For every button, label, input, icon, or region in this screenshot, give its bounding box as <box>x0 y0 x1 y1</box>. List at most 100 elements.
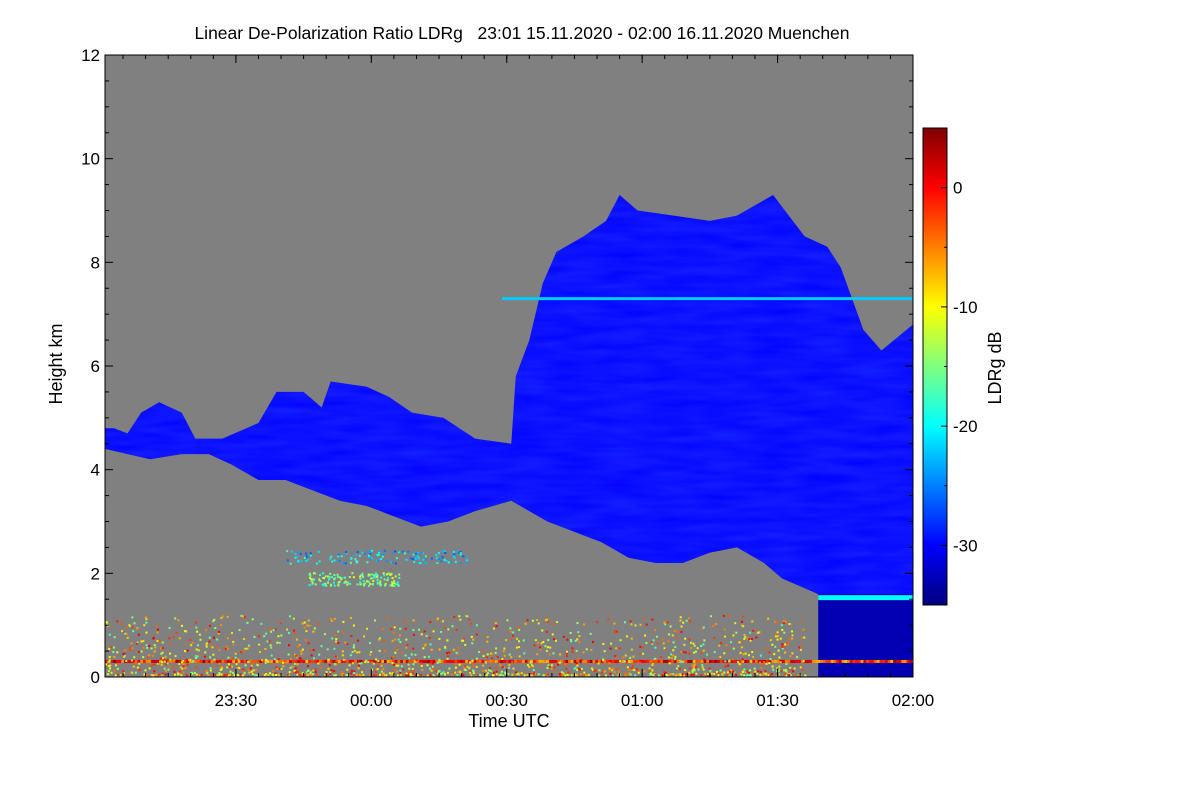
speckle-cell <box>462 637 465 640</box>
surface-layer-cell <box>443 659 447 663</box>
speckle-cell <box>370 661 373 664</box>
speckle-cell <box>226 615 229 618</box>
speckle-cell <box>609 647 612 650</box>
scattered-cell <box>344 562 347 565</box>
speckle-cell <box>382 667 385 670</box>
speckle-cell <box>136 666 139 669</box>
speckle-cell <box>331 637 334 640</box>
speckle-cell <box>742 653 745 656</box>
scattered-cell <box>393 579 396 582</box>
speckle-cell <box>110 671 113 674</box>
scattered-cell <box>416 551 419 554</box>
surface-layer-cell <box>687 659 691 663</box>
speckle-cell <box>229 670 232 673</box>
surface-layer-cell <box>890 659 894 663</box>
surface-layer-cell <box>833 659 837 663</box>
speckle-cell <box>562 672 565 675</box>
speckle-cell <box>767 617 770 620</box>
colorbar-tick-label: -30 <box>953 536 978 555</box>
surface-layer-cell <box>516 659 520 663</box>
speckle-cell <box>130 659 133 662</box>
speckle-cell <box>622 656 625 659</box>
colorbar-tick-label: -10 <box>953 298 978 317</box>
surface-layer-cell <box>318 659 322 663</box>
speckle-cell <box>558 672 561 675</box>
surface-layer-cell <box>294 659 298 663</box>
speckle-cell <box>241 674 244 677</box>
speckle-cell <box>692 673 695 676</box>
surface-layer-cell <box>814 659 818 663</box>
speckle-cell <box>585 648 588 651</box>
speckle-cell <box>162 657 165 660</box>
speckle-cell <box>184 642 187 645</box>
speckle-cell <box>438 637 441 640</box>
scattered-cell <box>345 551 348 554</box>
scattered-cell <box>391 552 394 555</box>
speckle-cell <box>142 656 145 659</box>
speckle-cell <box>156 631 159 634</box>
speckle-cell <box>778 665 781 668</box>
speckle-cell <box>341 674 344 677</box>
scattered-layer <box>308 572 401 587</box>
speckle-cell <box>738 662 741 665</box>
surface-layer-cell <box>717 659 721 663</box>
speckle-cell <box>242 668 245 671</box>
surface-layer-cell <box>202 659 206 663</box>
speckle-cell <box>523 652 526 655</box>
speckle-cell <box>208 640 211 643</box>
speckle-cell <box>270 654 273 657</box>
speckle-cell <box>312 669 315 672</box>
speckle-cell <box>232 671 235 674</box>
speckle-cell <box>782 620 785 623</box>
surface-layer-cell <box>113 659 117 663</box>
speckle-cell <box>361 671 364 674</box>
speckle-cell <box>470 635 473 638</box>
surface-layer-cell <box>576 659 580 663</box>
speckle-cell <box>333 669 336 672</box>
speckle-cell <box>702 668 705 671</box>
speckle-cell <box>399 671 402 674</box>
speckle-cell <box>197 644 200 647</box>
speckle-cell <box>168 626 171 629</box>
speckle-cell <box>472 672 475 675</box>
surface-layer-cell <box>419 659 423 663</box>
speckle-cell <box>396 647 399 650</box>
speckle-cell <box>639 623 642 626</box>
speckle-cell <box>501 666 504 669</box>
speckle-cell <box>131 616 134 619</box>
speckle-cell <box>382 627 385 630</box>
speckle-cell <box>396 674 399 677</box>
speckle-cell <box>258 651 261 654</box>
surface-layer-cell <box>524 659 528 663</box>
speckle-cell <box>335 637 338 640</box>
speckle-cell <box>505 638 508 641</box>
scattered-cell <box>453 553 456 556</box>
scattered-cell <box>361 572 364 575</box>
speckle-cell <box>397 664 400 667</box>
surface-layer-cell <box>416 659 420 663</box>
surface-layer-cell <box>513 659 517 663</box>
surface-layer-cell <box>467 659 471 663</box>
speckle-cell <box>309 672 312 675</box>
scattered-cell <box>294 552 297 555</box>
speckle-cell <box>337 641 340 644</box>
speckle-cell <box>700 674 703 677</box>
scattered-cell <box>369 583 372 586</box>
scattered-cell <box>379 580 382 583</box>
speckle-cell <box>724 635 727 638</box>
speckle-cell <box>254 668 257 671</box>
scattered-cell <box>297 560 300 563</box>
speckle-cell <box>651 662 654 665</box>
speckle-cell <box>575 650 578 653</box>
speckle-cell <box>615 630 618 633</box>
speckle-cell <box>209 656 212 659</box>
speckle-cell <box>754 670 757 673</box>
speckle-cell <box>430 648 433 651</box>
speckle-cell <box>582 651 585 654</box>
speckle-cell <box>180 674 183 677</box>
chart-title: Linear De-Polarization Ratio LDRg 23:01 … <box>194 23 849 43</box>
surface-layer-cell <box>427 659 431 663</box>
speckle-cell <box>163 667 166 670</box>
scattered-cell <box>391 584 394 587</box>
speckle-cell <box>402 668 405 671</box>
